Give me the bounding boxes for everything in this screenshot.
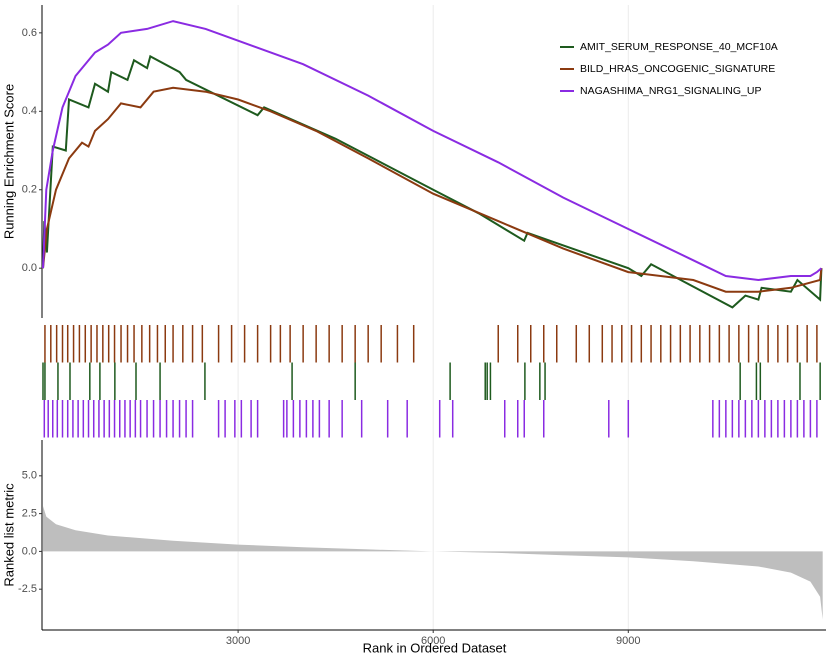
y-tick-label: 0.2 xyxy=(22,184,37,196)
score-line xyxy=(42,20,823,282)
x-tick-label: 9000 xyxy=(616,635,640,647)
y-tick-label: 0.6 xyxy=(22,27,37,39)
y-axis-title: Ranked list metric xyxy=(1,483,16,587)
y-tick-label: 5.0 xyxy=(22,470,37,482)
legend-label: AMIT_SERUM_RESPONSE_40_MCF10A xyxy=(580,41,778,53)
score-line xyxy=(42,86,823,293)
y-tick-label: -2.5 xyxy=(18,583,37,595)
y-tick-label: 0.0 xyxy=(22,262,37,274)
legend-label: BILD_HRAS_ONCOGENIC_SIGNATURE xyxy=(580,63,775,75)
y-tick-label: 0.4 xyxy=(22,105,37,117)
x-tick-label: 6000 xyxy=(421,635,445,647)
y-tick-label: 2.5 xyxy=(22,508,37,520)
y-tick-label: 0.0 xyxy=(22,545,37,557)
legend-label: NAGASHIMA_NRG1_SIGNALING_UP xyxy=(580,85,761,97)
score-line xyxy=(42,54,823,309)
x-axis-title: Rank in Ordered Dataset xyxy=(363,640,507,655)
x-tick-label: 3000 xyxy=(226,635,250,647)
y-axis-title: Running Enrichment Score xyxy=(1,84,16,239)
